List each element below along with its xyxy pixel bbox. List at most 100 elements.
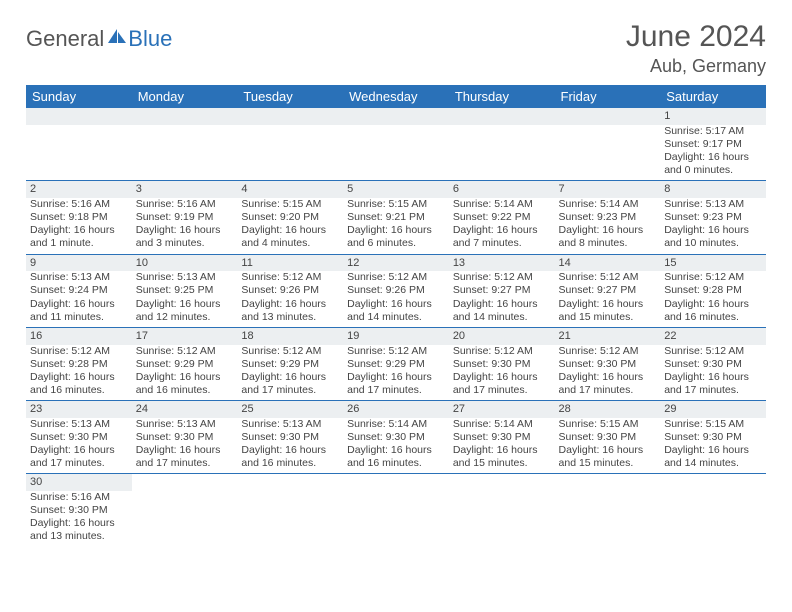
info-line: and 12 minutes. [136,311,234,324]
info-line: Daylight: 16 hours [241,224,339,237]
info-line: and 17 minutes. [559,384,657,397]
day-number-cell: 12 [343,254,449,271]
day-number-cell [555,108,661,125]
day-detail-cell [343,125,449,181]
info-line: Sunset: 9:30 PM [241,431,339,444]
day-number-cell: 2 [26,181,132,198]
day-number-cell: 23 [26,401,132,418]
detail-row: Sunrise: 5:12 AMSunset: 9:28 PMDaylight:… [26,345,766,401]
info-line: Sunset: 9:18 PM [30,211,128,224]
weekday-header: Wednesday [343,85,449,108]
info-line: Daylight: 16 hours [664,444,762,457]
info-line: Sunrise: 5:12 AM [664,345,762,358]
info-line: Daylight: 16 hours [664,298,762,311]
info-line: Sunset: 9:30 PM [30,431,128,444]
day-number-cell: 25 [237,401,343,418]
day-detail-cell: Sunrise: 5:16 AMSunset: 9:30 PMDaylight:… [26,491,132,547]
info-line: Sunset: 9:30 PM [136,431,234,444]
info-line: Sunrise: 5:13 AM [136,418,234,431]
daynum-row: 16171819202122 [26,327,766,344]
info-line: Sunset: 9:26 PM [241,284,339,297]
info-line: Sunrise: 5:12 AM [559,345,657,358]
day-detail-cell: Sunrise: 5:12 AMSunset: 9:29 PMDaylight:… [132,345,238,401]
info-line: Sunset: 9:27 PM [453,284,551,297]
day-number-cell: 18 [237,327,343,344]
info-line: Daylight: 16 hours [30,371,128,384]
day-detail-cell [237,491,343,547]
day-number-cell: 13 [449,254,555,271]
info-line: Daylight: 16 hours [347,371,445,384]
info-line: Daylight: 16 hours [453,444,551,457]
info-line: Daylight: 16 hours [453,224,551,237]
day-detail-cell: Sunrise: 5:12 AMSunset: 9:27 PMDaylight:… [449,271,555,327]
info-line: Sunset: 9:20 PM [241,211,339,224]
info-line: Daylight: 16 hours [136,371,234,384]
info-line: Sunset: 9:30 PM [453,431,551,444]
day-detail-cell: Sunrise: 5:13 AMSunset: 9:30 PMDaylight:… [237,418,343,474]
info-line: and 4 minutes. [241,237,339,250]
day-detail-cell: Sunrise: 5:14 AMSunset: 9:30 PMDaylight:… [449,418,555,474]
info-line: Sunrise: 5:13 AM [241,418,339,431]
day-detail-cell: Sunrise: 5:12 AMSunset: 9:28 PMDaylight:… [660,271,766,327]
daynum-row: 9101112131415 [26,254,766,271]
info-line: and 14 minutes. [664,457,762,470]
day-detail-cell: Sunrise: 5:12 AMSunset: 9:29 PMDaylight:… [343,345,449,401]
info-line: Daylight: 16 hours [241,298,339,311]
info-line: Daylight: 16 hours [559,298,657,311]
info-line: and 6 minutes. [347,237,445,250]
day-detail-cell: Sunrise: 5:14 AMSunset: 9:30 PMDaylight:… [343,418,449,474]
info-line: and 1 minute. [30,237,128,250]
info-line: Sunset: 9:24 PM [30,284,128,297]
logo: General Blue [26,26,172,52]
day-detail-cell: Sunrise: 5:13 AMSunset: 9:30 PMDaylight:… [26,418,132,474]
title-block: June 2024 Aub, Germany [626,20,766,77]
info-line: Sunrise: 5:15 AM [559,418,657,431]
day-number-cell: 20 [449,327,555,344]
day-detail-cell: Sunrise: 5:12 AMSunset: 9:28 PMDaylight:… [26,345,132,401]
info-line: and 13 minutes. [241,311,339,324]
day-number-cell: 26 [343,401,449,418]
day-number-cell: 17 [132,327,238,344]
info-line: Daylight: 16 hours [347,224,445,237]
day-number-cell: 6 [449,181,555,198]
info-line: Sunrise: 5:12 AM [136,345,234,358]
day-number-cell: 3 [132,181,238,198]
info-line: and 16 minutes. [30,384,128,397]
info-line: Daylight: 16 hours [136,298,234,311]
info-line: Daylight: 16 hours [453,298,551,311]
info-line: and 15 minutes. [559,457,657,470]
info-line: Sunset: 9:28 PM [664,284,762,297]
info-line: Sunrise: 5:15 AM [347,198,445,211]
info-line: Daylight: 16 hours [136,444,234,457]
info-line: and 17 minutes. [347,384,445,397]
info-line: Daylight: 16 hours [559,371,657,384]
day-detail-cell [237,125,343,181]
info-line: Sunset: 9:17 PM [664,138,762,151]
info-line: and 10 minutes. [664,237,762,250]
day-detail-cell: Sunrise: 5:12 AMSunset: 9:26 PMDaylight:… [237,271,343,327]
day-detail-cell: Sunrise: 5:13 AMSunset: 9:25 PMDaylight:… [132,271,238,327]
daynum-row: 1 [26,108,766,125]
day-number-cell: 22 [660,327,766,344]
day-number-cell: 7 [555,181,661,198]
info-line: Daylight: 16 hours [30,298,128,311]
day-number-cell [660,474,766,491]
day-detail-cell [660,491,766,547]
info-line: Sunrise: 5:16 AM [136,198,234,211]
info-line: Sunrise: 5:14 AM [347,418,445,431]
info-line: Sunrise: 5:16 AM [30,198,128,211]
info-line: Sunrise: 5:14 AM [453,418,551,431]
info-line: and 17 minutes. [30,457,128,470]
day-number-cell: 4 [237,181,343,198]
day-number-cell: 21 [555,327,661,344]
day-detail-cell: Sunrise: 5:15 AMSunset: 9:21 PMDaylight:… [343,198,449,254]
logo-text-general: General [26,26,104,52]
info-line: Sunset: 9:30 PM [559,358,657,371]
info-line: Sunset: 9:25 PM [136,284,234,297]
header: General Blue June 2024 Aub, Germany [26,20,766,77]
info-line: Sunrise: 5:12 AM [241,345,339,358]
day-number-cell: 1 [660,108,766,125]
detail-row: Sunrise: 5:13 AMSunset: 9:24 PMDaylight:… [26,271,766,327]
info-line: Sunset: 9:28 PM [30,358,128,371]
month-title: June 2024 [626,20,766,54]
